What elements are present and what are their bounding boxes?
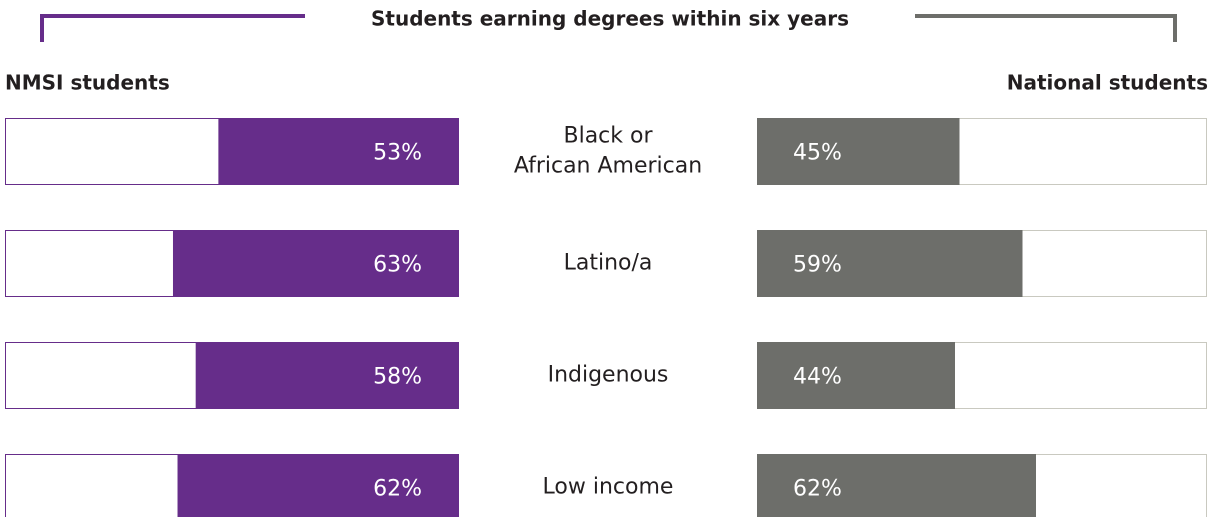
value-label: 53%	[373, 141, 422, 166]
category-label: Black or African American	[514, 124, 702, 179]
category-label: Indigenous	[548, 363, 669, 388]
left-bracket	[40, 14, 305, 42]
category-label: Latino/a	[564, 251, 653, 276]
value-label: 44%	[793, 365, 842, 390]
category-label: Low income	[543, 475, 674, 500]
right-bracket	[915, 14, 1177, 42]
bar	[757, 342, 955, 409]
bar	[757, 454, 1036, 517]
bar	[172, 230, 460, 297]
bar	[757, 230, 1023, 297]
value-label: 45%	[793, 141, 842, 166]
bar	[195, 342, 459, 409]
left-heading: NMSI students	[5, 71, 170, 95]
value-label: 62%	[793, 477, 842, 502]
right-heading: National students	[1007, 71, 1208, 95]
bar	[177, 454, 459, 517]
value-label: 58%	[373, 365, 422, 390]
value-label: 59%	[793, 253, 842, 278]
bar	[757, 118, 960, 185]
value-label: 62%	[373, 477, 422, 502]
chart-title: Students earning degrees within six year…	[371, 7, 849, 31]
value-label: 63%	[373, 253, 422, 278]
bar	[218, 118, 459, 185]
